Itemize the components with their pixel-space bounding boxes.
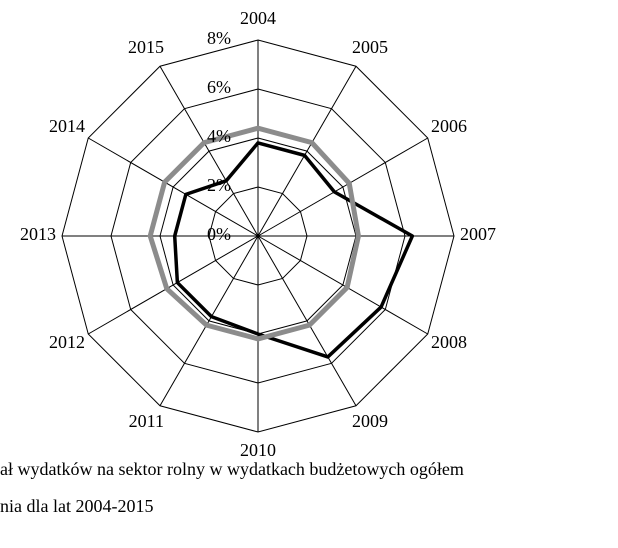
category-label: 2014 — [49, 116, 85, 136]
y-tick-label: 0% — [207, 224, 231, 244]
category-label: 2007 — [460, 224, 496, 244]
category-label: 2012 — [49, 332, 85, 352]
category-label: 2013 — [20, 224, 56, 244]
y-tick-label: 8% — [207, 28, 231, 48]
spoke — [257, 66, 357, 237]
spoke — [159, 66, 259, 237]
spoke — [159, 235, 259, 406]
legend-label: ał wydatków na sektor rolny w wydatkach … — [0, 459, 464, 479]
spoke — [88, 235, 259, 335]
y-tick-label: 4% — [207, 126, 231, 146]
category-label: 2006 — [431, 116, 467, 136]
series-line — [172, 141, 415, 359]
y-tick-label: 6% — [207, 77, 231, 97]
category-label: 2005 — [352, 37, 388, 57]
spoke — [88, 137, 259, 237]
y-tick-label: 2% — [207, 175, 231, 195]
series-line — [147, 125, 361, 342]
category-label: 2011 — [129, 411, 164, 431]
spoke — [257, 137, 428, 237]
category-label: 2015 — [128, 37, 164, 57]
category-label: 2004 — [240, 8, 276, 28]
category-label: 2009 — [352, 411, 388, 431]
category-label: 2010 — [240, 440, 276, 460]
legend-label: nia dla lat 2004-2015 — [0, 496, 153, 516]
category-label: 2008 — [431, 332, 467, 352]
spoke — [257, 235, 357, 406]
spoke — [257, 235, 428, 335]
